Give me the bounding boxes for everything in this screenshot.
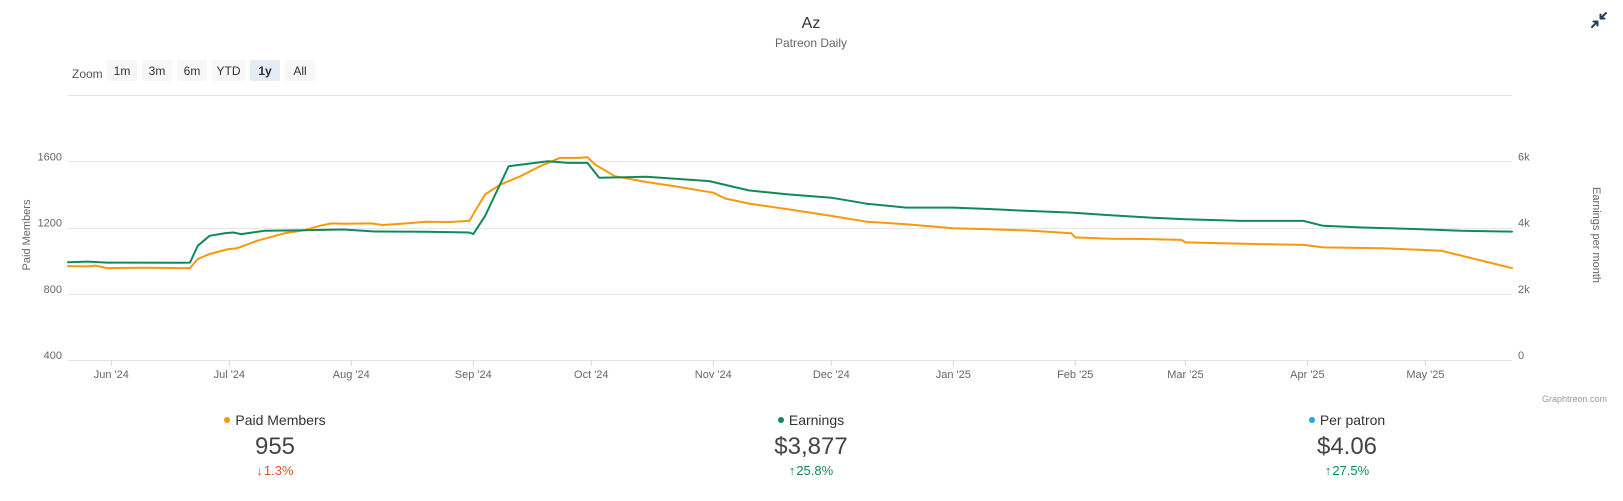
zoom-button-label[interactable]: 1m xyxy=(114,64,131,78)
series-line-paid-members[interactable] xyxy=(67,156,1513,270)
x-tick-label: Sep '24 xyxy=(455,369,492,381)
stat-label: Paid Members xyxy=(125,410,425,430)
x-tick-label: Feb '25 xyxy=(1057,369,1093,381)
chart-subtitle: Patreon Daily xyxy=(775,36,847,50)
zoom-button-label[interactable]: 3m xyxy=(149,64,166,78)
zoom-button-ytd[interactable]: YTD xyxy=(212,60,245,81)
x-tick-label: Jan '25 xyxy=(936,369,971,381)
x-tick-label: Mar '25 xyxy=(1167,369,1203,381)
legend-dot xyxy=(777,417,784,424)
y-axis-right: 0 2k 4k 6k xyxy=(1518,151,1530,362)
x-tick-label: Jul '24 xyxy=(214,369,245,381)
zoom-label: Zoom xyxy=(72,67,103,81)
x-tick-label: Aug '24 xyxy=(333,369,370,381)
stat-value: $3,877 xyxy=(774,433,848,460)
stat-change-text: 27.5% xyxy=(1332,463,1370,478)
y-axis-right-title: Earnings per month xyxy=(1590,187,1602,283)
arrow-up-icon: ↑ xyxy=(1324,463,1332,478)
stat-per-patron: Per patron $4.06 ↑27.5% xyxy=(1197,410,1497,480)
y-right-tick-label: 6k xyxy=(1518,151,1530,163)
credits[interactable]: Graphtreon.com xyxy=(1542,394,1607,404)
legend-dot xyxy=(1308,417,1315,424)
zoom-button-1m[interactable]: 1m xyxy=(107,60,137,81)
y-axis-left: 400 800 1200 1600 xyxy=(38,151,62,362)
x-tick-label: May '25 xyxy=(1406,369,1444,381)
stat-label: Earnings xyxy=(661,410,961,430)
y-left-tick-label: 1200 xyxy=(38,218,62,230)
zoom-button-bg[interactable] xyxy=(142,60,172,81)
zoom-button-all[interactable]: All xyxy=(285,60,315,81)
stat-label-text: Earnings xyxy=(788,412,845,428)
stat-paid-members: Paid Members 955 ↓1.3% xyxy=(125,410,425,480)
series-line-earnings[interactable] xyxy=(67,160,1513,264)
stat-change: ↑25.8% xyxy=(661,462,961,480)
chart: Az Patreon Daily Zoom 1m 3m 6m YTD 1y All 400… xyxy=(21,15,1607,404)
zoom-button-bg[interactable] xyxy=(212,60,245,81)
stat-earnings: Earnings $3,877 ↑25.8% xyxy=(661,410,961,480)
zoom-button-1y[interactable]: 1y xyxy=(250,60,280,81)
stat-change: ↑27.5% xyxy=(1197,462,1497,480)
y-right-tick-label: 0 xyxy=(1518,350,1524,362)
x-tick-label: Oct '24 xyxy=(574,369,609,381)
zoom-button-label[interactable]: 1y xyxy=(258,64,272,78)
grid xyxy=(68,95,1512,361)
x-tick-label: Dec '24 xyxy=(813,369,850,381)
stat-label: Per patron xyxy=(1197,410,1497,430)
zoom-button-bg[interactable] xyxy=(250,60,280,81)
arrow-up-icon: ↑ xyxy=(788,463,796,478)
series xyxy=(67,156,1513,270)
legend-dot xyxy=(224,417,231,424)
x-tick-label: Jun '24 xyxy=(94,369,129,381)
y-axis-left-title: Paid Members xyxy=(21,199,33,270)
zoom-controls: Zoom 1m 3m 6m YTD 1y All xyxy=(72,60,315,81)
x-tick-label: Nov '24 xyxy=(695,369,732,381)
zoom-button-label[interactable]: 6m xyxy=(184,64,201,78)
stat-label-text: Per patron xyxy=(1319,412,1386,428)
chart-title: Az xyxy=(802,15,821,32)
stat-change-text: 25.8% xyxy=(796,463,834,478)
zoom-button-6m[interactable]: 6m xyxy=(177,60,207,81)
zoom-button-bg[interactable] xyxy=(285,60,315,81)
x-axis: Jun '24 Jul '24 Aug '24 Sep '24 Oct '24 Nov '… xyxy=(94,360,1445,381)
y-left-tick-label: 800 xyxy=(44,284,62,296)
stat-change-text: 1.3% xyxy=(263,463,294,478)
y-right-tick-label: 2k xyxy=(1518,284,1530,296)
stat-label-text: Paid Members xyxy=(235,412,326,428)
stat-change: ↓1.3% xyxy=(125,462,425,480)
y-left-tick-label: 400 xyxy=(44,350,62,362)
y-left-tick-label: 1600 xyxy=(38,151,62,163)
stat-value: $4.06 xyxy=(1316,433,1378,460)
collapse-icon[interactable] xyxy=(1590,11,1608,29)
arrow-down-icon: ↓ xyxy=(256,463,263,478)
summary-stats: Paid Members 955 ↓1.3% Earnings $3,877 ↑… xyxy=(0,410,1623,501)
y-right-tick-label: 4k xyxy=(1518,218,1530,230)
stat-value: 955 xyxy=(254,433,296,460)
zoom-button-3m[interactable]: 3m xyxy=(142,60,172,81)
x-tick-label: Apr '25 xyxy=(1290,369,1325,381)
zoom-button-bg[interactable] xyxy=(107,60,137,81)
zoom-button-label[interactable]: All xyxy=(293,64,306,78)
zoom-button-bg[interactable] xyxy=(177,60,207,81)
zoom-button-label[interactable]: YTD xyxy=(217,64,241,78)
